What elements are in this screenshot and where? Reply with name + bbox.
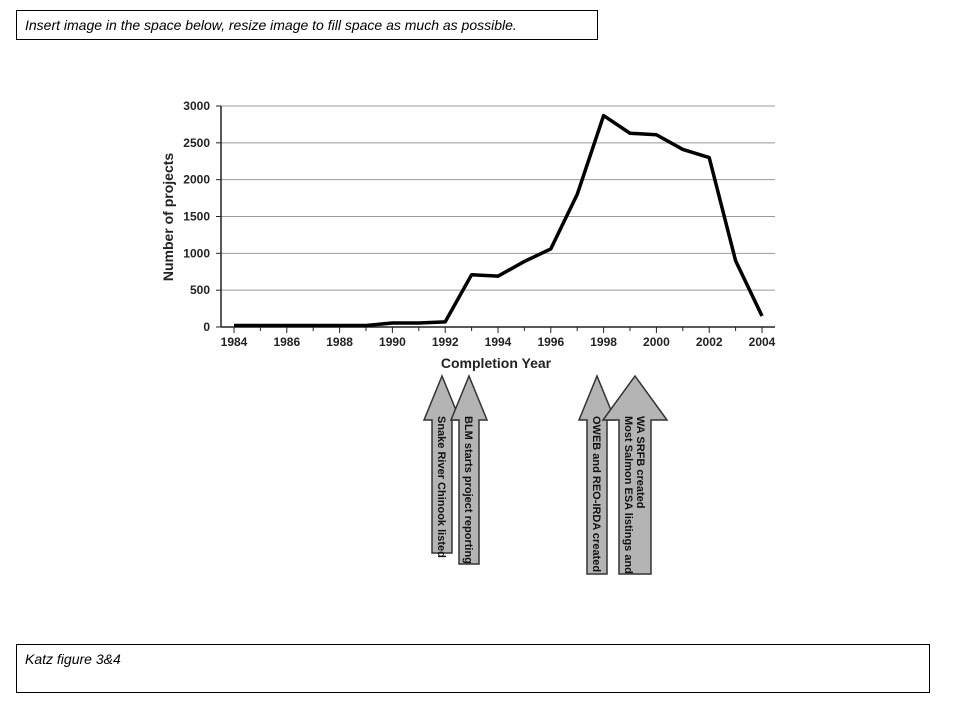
- series-line: [234, 113, 764, 328]
- x-tick-label: 1984: [221, 335, 248, 349]
- annotation-arrow: [577, 374, 617, 575]
- y-tick-label: 1000: [183, 246, 210, 260]
- x-tick-label: 2000: [643, 335, 670, 349]
- annotation-arrow: [601, 374, 669, 575]
- caption-box: Katz figure 3&4: [16, 644, 930, 693]
- grid-layer: [221, 105, 775, 291]
- tick-labels: 0 500 1000 1500 2000 2500 3000 1984 1986 1988 1990…: [183, 99, 775, 349]
- x-tick-label: 1994: [485, 335, 512, 349]
- y-tick-label: 2000: [183, 173, 210, 187]
- y-tick-label: 3000: [183, 99, 210, 113]
- x-axis-title: Completion Year: [441, 355, 552, 371]
- annotation-label: Most Salmon ESA listings and: [622, 416, 634, 574]
- x-tick-label: 1996: [537, 335, 564, 349]
- annotation-label: OWEB and REO-IRDA created: [590, 416, 602, 572]
- y-tick-label: 500: [190, 283, 210, 297]
- axis-layer: [216, 105, 775, 333]
- x-tick-label: 1992: [432, 335, 459, 349]
- y-tick-label: 1500: [183, 210, 210, 224]
- x-tick-label: 1988: [326, 335, 353, 349]
- x-tick-label: 1986: [273, 335, 300, 349]
- series-layer: [234, 113, 764, 328]
- annotation-label: WA SRFB created: [634, 416, 646, 509]
- y-tick-label: 2500: [183, 136, 210, 150]
- x-tick-label: 1998: [590, 335, 617, 349]
- caption-text: Katz figure 3&4: [25, 651, 121, 667]
- annotation-arrow: [449, 374, 489, 565]
- instruction-text: Insert image in the space below, resize …: [25, 17, 517, 33]
- y-axis-title: Number of projects: [160, 153, 176, 282]
- y-tick-label: 0: [203, 320, 210, 334]
- x-tick-label: 2004: [749, 335, 776, 349]
- x-tick-label: 1990: [379, 335, 406, 349]
- annotation-label: BLM starts project reporting: [462, 416, 474, 564]
- annotation-label: Snake River Chinook listed: [435, 416, 447, 558]
- instruction-box: Insert image in the space below, resize …: [16, 10, 598, 40]
- x-tick-label: 2002: [696, 335, 723, 349]
- annotation-arrows: Snake River Chinook listed BLM starts pro…: [422, 374, 669, 575]
